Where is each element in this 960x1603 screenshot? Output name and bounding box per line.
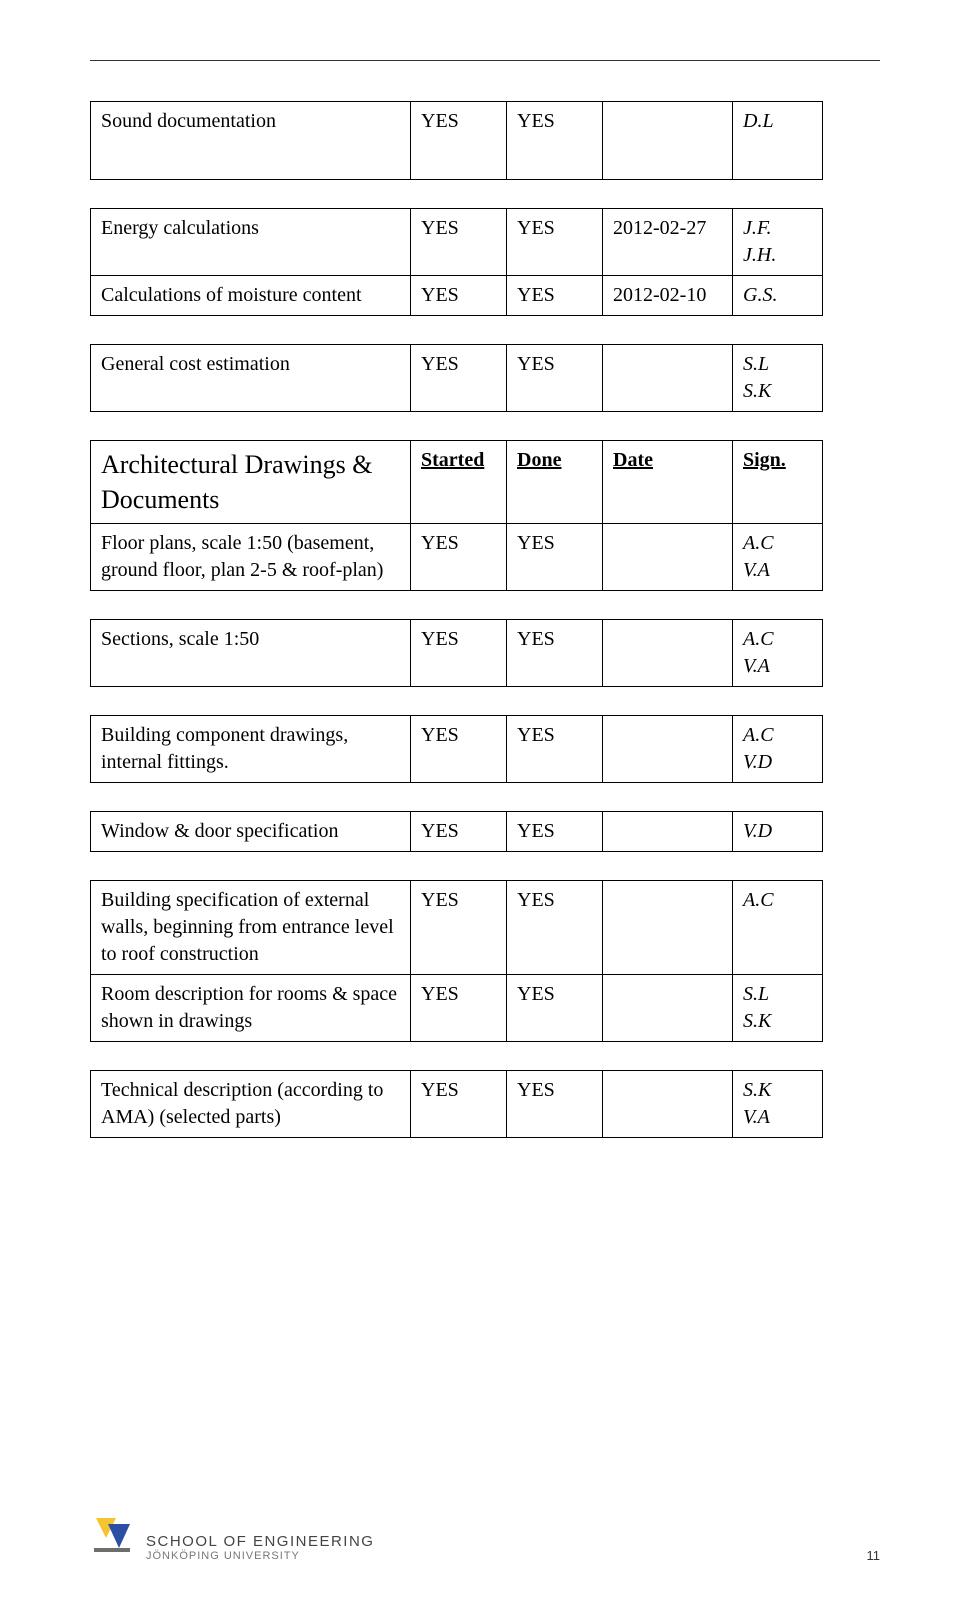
footer-university-name: JÖNKÖPING UNIVERSITY — [146, 1550, 374, 1563]
cell-sign: A.C V.A — [733, 620, 823, 687]
cell-sign: S.L S.K — [733, 345, 823, 412]
top-rule — [90, 60, 880, 61]
cell-label: Window & door specification — [91, 812, 411, 852]
table-row: Calculations of moisture content YES YES… — [91, 276, 823, 316]
table-row: General cost estimation YES YES S.L S.K — [91, 345, 823, 412]
header-started: Started — [411, 441, 507, 524]
header-sign: Sign. — [733, 441, 823, 524]
cell-started: YES — [411, 812, 507, 852]
cell-date — [603, 812, 733, 852]
cell-date — [603, 975, 733, 1042]
table-architectural: Architectural Drawings & Documents Start… — [90, 440, 823, 591]
table-row: Sections, scale 1:50 YES YES A.C V.A — [91, 620, 823, 687]
cell-started: YES — [411, 975, 507, 1042]
cell-started: YES — [411, 209, 507, 276]
cell-done: YES — [507, 1071, 603, 1138]
cell-label: Building specification of external walls… — [91, 881, 411, 975]
cell-label: Room description for rooms & space shown… — [91, 975, 411, 1042]
cell-done: YES — [507, 620, 603, 687]
cell-done: YES — [507, 716, 603, 783]
cell-done: YES — [507, 345, 603, 412]
table-window-door: Window & door specification YES YES V.D — [90, 811, 823, 852]
cell-sign: S.K V.A — [733, 1071, 823, 1138]
cell-date: 2012-02-27 — [603, 209, 733, 276]
cell-label: General cost estimation — [91, 345, 411, 412]
cell-label: Floor plans, scale 1:50 (basement, groun… — [91, 524, 411, 591]
cell-label: Calculations of moisture content — [91, 276, 411, 316]
table-sound: Sound documentation YES YES D.L — [90, 101, 823, 180]
logo-block: SCHOOL OF ENGINEERING JÖNKÖPING UNIVERSI… — [90, 1514, 374, 1563]
cell-sign: D.L — [733, 102, 823, 180]
footer: SCHOOL OF ENGINEERING JÖNKÖPING UNIVERSI… — [90, 1514, 880, 1563]
cell-sign: G.S. — [733, 276, 823, 316]
cell-done: YES — [507, 812, 603, 852]
header-done: Done — [507, 441, 603, 524]
table-row: Energy calculations YES YES 2012-02-27 J… — [91, 209, 823, 276]
cell-sign: A.C V.D — [733, 716, 823, 783]
cell-date — [603, 345, 733, 412]
cell-sign: A.C V.A — [733, 524, 823, 591]
cell-date — [603, 716, 733, 783]
page-number: 11 — [867, 1548, 881, 1563]
cell-done: YES — [507, 102, 603, 180]
cell-started: YES — [411, 276, 507, 316]
cell-sign: S.L S.K — [733, 975, 823, 1042]
table-sections: Sections, scale 1:50 YES YES A.C V.A — [90, 619, 823, 687]
cell-done: YES — [507, 209, 603, 276]
cell-done: YES — [507, 524, 603, 591]
cell-label: Sections, scale 1:50 — [91, 620, 411, 687]
table-row: Sound documentation YES YES D.L — [91, 102, 823, 180]
cell-date — [603, 1071, 733, 1138]
cell-label: Energy calculations — [91, 209, 411, 276]
cell-started: YES — [411, 716, 507, 783]
table-row: Building component drawings, internal fi… — [91, 716, 823, 783]
cell-date — [603, 524, 733, 591]
cell-started: YES — [411, 345, 507, 412]
table-row: Building specification of external walls… — [91, 881, 823, 975]
table-technical: Technical description (according to AMA)… — [90, 1070, 823, 1138]
cell-started: YES — [411, 1071, 507, 1138]
cell-sign: V.D — [733, 812, 823, 852]
cell-started: YES — [411, 881, 507, 975]
table-building-component: Building component drawings, internal fi… — [90, 715, 823, 783]
table-row: Room description for rooms & space shown… — [91, 975, 823, 1042]
cell-done: YES — [507, 276, 603, 316]
university-logo-icon — [90, 1514, 134, 1563]
cell-started: YES — [411, 620, 507, 687]
cell-done: YES — [507, 975, 603, 1042]
table-energy: Energy calculations YES YES 2012-02-27 J… — [90, 208, 823, 316]
header-label: Architectural Drawings & Documents — [91, 441, 411, 524]
cell-label: Technical description (according to AMA)… — [91, 1071, 411, 1138]
cell-date — [603, 881, 733, 975]
table-row: Floor plans, scale 1:50 (basement, groun… — [91, 524, 823, 591]
table-building-spec: Building specification of external walls… — [90, 880, 823, 1042]
table-header-row: Architectural Drawings & Documents Start… — [91, 441, 823, 524]
cell-date — [603, 620, 733, 687]
cell-label: Sound documentation — [91, 102, 411, 180]
cell-started: YES — [411, 524, 507, 591]
cell-sign: A.C — [733, 881, 823, 975]
header-date: Date — [603, 441, 733, 524]
cell-label: Building component drawings, internal fi… — [91, 716, 411, 783]
table-row: Technical description (according to AMA)… — [91, 1071, 823, 1138]
footer-school-name: SCHOOL OF ENGINEERING — [146, 1533, 374, 1550]
cell-done: YES — [507, 881, 603, 975]
cell-date: 2012-02-10 — [603, 276, 733, 316]
table-cost: General cost estimation YES YES S.L S.K — [90, 344, 823, 412]
cell-sign: J.F. J.H. — [733, 209, 823, 276]
table-row: Window & door specification YES YES V.D — [91, 812, 823, 852]
cell-started: YES — [411, 102, 507, 180]
cell-date — [603, 102, 733, 180]
